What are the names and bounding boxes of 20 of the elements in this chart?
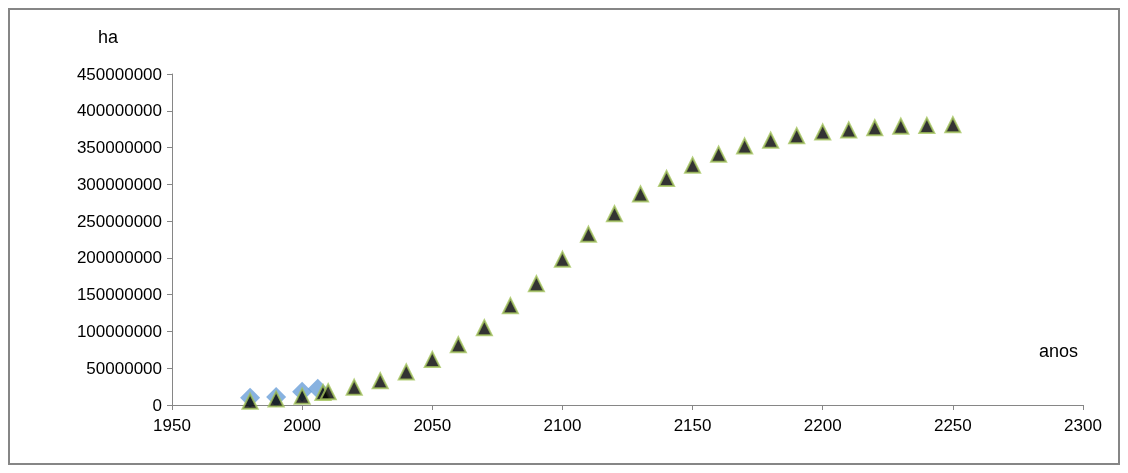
x-tick-label: 2200	[803, 416, 842, 435]
y-tick-label: 50000000	[86, 358, 162, 378]
y-tick-label: 400000000	[76, 101, 162, 121]
y-tick-label: 300000000	[76, 174, 162, 194]
x-tick-label: 2250	[933, 416, 972, 435]
y-tick-label: 100000000	[76, 321, 162, 341]
x-tick-label: 1950	[153, 416, 191, 435]
y-tick-label: 250000000	[76, 211, 162, 231]
y-axis-title: ha	[98, 27, 120, 47]
x-tick-label: 2300	[1064, 416, 1102, 435]
y-tick-label: 350000000	[76, 138, 162, 158]
y-tick-label: 450000000	[76, 64, 162, 84]
x-tick-label: 2050	[413, 416, 452, 435]
x-axis-title: anos	[1038, 341, 1079, 361]
x-tick-label: 2150	[673, 416, 712, 435]
y-tick-label: 150000000	[76, 285, 162, 305]
x-tick-label: 2000	[283, 416, 322, 435]
y-tick-label: 200000000	[76, 248, 162, 268]
x-tick-label: 2100	[543, 416, 582, 435]
y-tick-label: 0	[152, 395, 162, 415]
